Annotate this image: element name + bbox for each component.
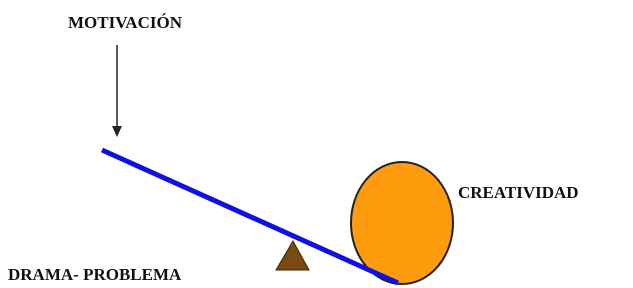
fulcrum xyxy=(276,241,309,270)
diagram: MOTIVACIÓN CREATIVIDAD DRAMA- PROBLEMA xyxy=(0,0,633,288)
drama-label: DRAMA- PROBLEMA xyxy=(8,265,182,284)
arrow-head xyxy=(112,126,122,137)
motivation-label: MOTIVACIÓN xyxy=(68,13,183,32)
creativity-label: CREATIVIDAD xyxy=(458,183,579,202)
creativity-ball xyxy=(351,162,453,284)
